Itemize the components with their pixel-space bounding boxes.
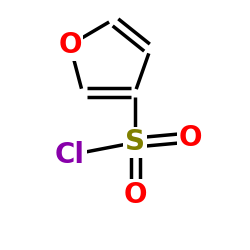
Text: O: O [178,124,202,152]
Text: O: O [123,181,147,209]
Text: O: O [58,31,82,59]
Text: S: S [125,128,145,156]
Text: Cl: Cl [55,141,85,169]
